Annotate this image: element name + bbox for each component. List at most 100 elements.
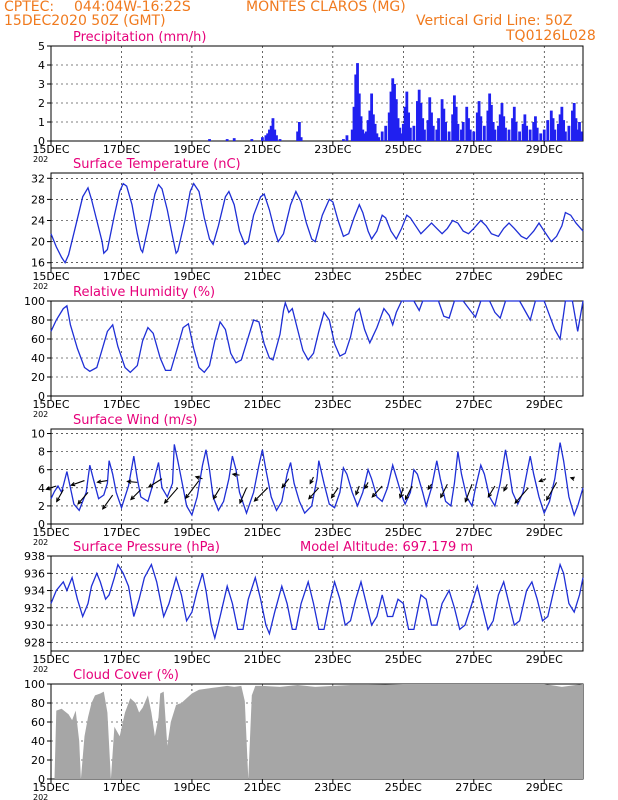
precip-bar [500,103,504,141]
panel-rh: 0 20 40 60 80 100 15DEC 17DEC 19DEC 21DEC 23DEC 25D… [24,285,584,419]
wind-vector-head [440,493,445,499]
y-tick-label: 2 [38,500,45,513]
y-tick-label: 928 [24,636,45,649]
y-tick-label: 60 [31,716,45,729]
precip-bar [393,84,396,141]
wind-vector-head [464,497,469,503]
precip-bar [560,106,564,141]
x-tick-label: 23DEC [314,526,351,539]
wind-vector-head [253,497,259,502]
precip-bar [512,106,516,141]
wind-vector-shaft [164,487,179,504]
precip-bar [493,129,497,141]
y-tick-label: 934 [24,585,45,598]
x-tick-label: 21DEC [244,526,281,539]
wind-vector-head [330,493,336,499]
precip-bar [497,125,500,141]
x-tick-label: 29DEC [526,398,563,411]
wind-vector-shaft [46,485,57,490]
wind-vector-head [398,493,404,499]
wind-vector-head [239,498,244,505]
y-tick-label: 32 [31,172,45,185]
precip-bar [523,114,527,141]
header-grid-info: Vertical Grid Line: 50Z [416,13,573,29]
x-tick-label: 15DEC [32,270,69,283]
precip-bar [567,125,571,141]
precip-bar [549,110,553,141]
x-tick-label: 25DEC [385,398,422,411]
precip-bar [437,118,440,141]
x-tick-label: 25DEC [385,143,422,156]
precip-bar [297,122,301,141]
precip-bar [521,123,525,141]
precip-bar [278,139,282,141]
panel-title-wind: Surface Wind (m/s) [73,413,197,428]
wind-vector-shaft [148,478,163,488]
wind-vector-shaft [97,480,108,483]
x-year-label: 202 [33,410,48,419]
x-tick-label: 21DEC [244,270,281,283]
precip-bar [553,129,557,141]
wind-vector-head [308,494,313,500]
wind-vector-shaft [399,487,404,498]
y-tick-label: 1 [38,116,45,129]
wind-vector-head [102,504,107,510]
precip-bar [444,122,447,141]
wind-vector-head [538,478,544,483]
precip-bar [273,129,277,141]
x-tick-label: 19DEC [173,270,210,283]
panel-title-pres: Surface Pressure (hPa) [73,540,220,555]
wind-vector-shaft [546,482,558,501]
precip-bar [370,93,374,141]
y-tick-label: 932 [24,602,45,615]
precip-bar [342,139,345,141]
precip-bar [558,114,562,141]
x-year-label: 202 [33,538,48,547]
y-tick-label: 3 [38,78,45,91]
precip-bar [371,114,375,141]
wind-vector-shaft [239,487,248,504]
x-tick-label: 15DEC [32,653,69,666]
series-line-pres [50,562,584,641]
precip-bar [571,110,574,141]
precip-bar [357,93,361,141]
precip-bar [389,91,393,141]
precip-bar [412,125,416,141]
y-tick-label: 16 [31,257,45,270]
wind-vector-head [281,483,287,489]
wind-vector-head [147,483,153,488]
x-tick-label: 23DEC [314,398,351,411]
precip-bar [373,123,377,141]
wind-vector-shaft [405,485,413,500]
precip-bar [435,129,439,141]
wind-vector-head [96,479,102,484]
y-tick-label: 80 [31,314,45,327]
precip-bar [518,131,521,141]
precip-bar [430,112,433,141]
x-tick-label: 27DEC [455,398,492,411]
x-tick-label: 15DEC [32,526,69,539]
y-tick-label: 24 [31,215,45,228]
precip-bar [250,139,254,141]
y-tick-label: 80 [31,697,45,710]
y-tick-label: 20 [31,371,45,384]
wind-vector-shaft [213,487,221,499]
precip-bar [423,129,426,141]
wind-vector-head [514,498,520,504]
y-tick-label: 0 [38,390,45,403]
wind-vector-head [212,494,218,500]
header-cptec-label: CPTEC: [4,0,55,15]
precip-bar [354,74,358,141]
y-tick-label: 20 [31,754,45,767]
precip-bar [368,110,372,141]
wind-vector-head [309,479,314,485]
precip-bar [275,135,278,141]
panel-title-rh: Relative Humidity (%) [73,285,215,300]
wind-vector-head [231,472,237,477]
wind-vector-shaft [487,485,496,498]
x-tick-label: 19DEC [173,143,210,156]
precip-bar [574,118,578,141]
wind-vector-shaft [127,480,138,483]
wind-vector-shaft [130,489,142,500]
y-tick-label: 10 [31,428,45,441]
